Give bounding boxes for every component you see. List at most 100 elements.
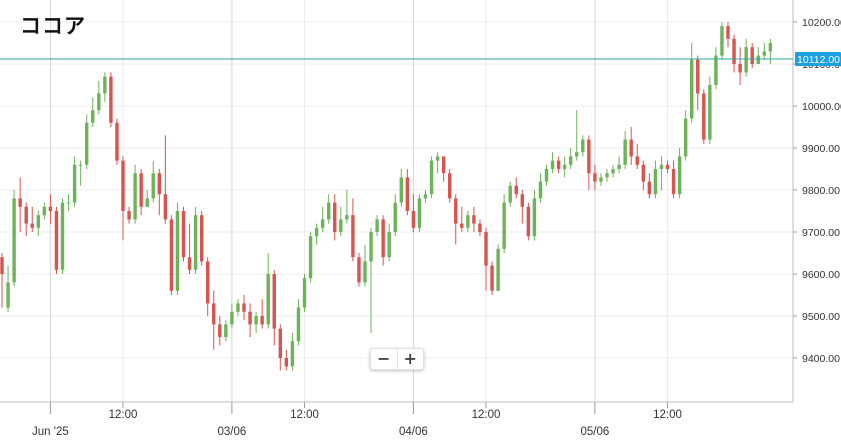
x-tick-label: 12:00 xyxy=(290,409,319,421)
candle-body xyxy=(581,139,585,153)
y-tick-label: 9500.00 xyxy=(802,311,840,323)
candle-body xyxy=(48,206,53,211)
candle-body xyxy=(641,164,645,182)
candle-body xyxy=(720,26,724,56)
axes: 9400.00 9500.00 9600.00 9700.00 9800.00 9900.… xyxy=(0,0,841,438)
candle-body xyxy=(448,173,452,199)
candle-body xyxy=(756,55,760,64)
candle-body xyxy=(738,64,742,73)
candle-body xyxy=(569,156,573,165)
candle-body xyxy=(0,257,4,274)
candle-body xyxy=(405,177,410,211)
candle-body xyxy=(24,206,28,224)
candle-body xyxy=(587,139,591,174)
candle-body xyxy=(550,160,555,169)
candle-body xyxy=(97,93,101,111)
plot-background xyxy=(0,0,793,402)
candle-body xyxy=(611,169,615,174)
candle-body xyxy=(514,185,518,195)
candle-body xyxy=(72,164,77,203)
candle-body xyxy=(254,316,258,325)
y-tick-label: 9600.00 xyxy=(802,269,840,281)
candle-body xyxy=(302,278,307,308)
candle-body xyxy=(308,236,313,279)
candle-body xyxy=(206,261,210,304)
candle-body xyxy=(466,215,470,228)
candle-body xyxy=(714,55,718,85)
candle-body xyxy=(30,223,34,228)
candle-body xyxy=(708,85,712,140)
zoom-in-button[interactable]: + xyxy=(396,349,424,369)
candle-body xyxy=(593,173,597,182)
candle-body xyxy=(12,198,16,283)
candle-body xyxy=(472,215,476,224)
candle-body xyxy=(544,169,549,182)
candle-body xyxy=(484,232,488,266)
candle-body xyxy=(629,139,633,157)
y-tick-label: 10000.00 xyxy=(802,101,841,113)
candle-body xyxy=(665,164,670,169)
candle-body xyxy=(726,26,730,39)
candle-body xyxy=(218,324,222,337)
candle-body xyxy=(42,206,47,216)
candle-body xyxy=(54,211,59,270)
candle-body xyxy=(327,202,331,220)
candle-body xyxy=(345,215,349,220)
x-tick-label: Jun '25 xyxy=(32,426,69,438)
candle-body xyxy=(659,164,664,169)
candle-body xyxy=(538,181,543,199)
candle-body xyxy=(605,173,609,178)
x-tick-label: 12:00 xyxy=(472,409,501,421)
candle-body xyxy=(157,173,161,195)
candle-body xyxy=(599,177,603,182)
candle-body xyxy=(520,194,524,207)
candle-body xyxy=(508,185,512,203)
candles xyxy=(0,22,773,371)
candle-body xyxy=(266,274,270,325)
candle-body xyxy=(78,164,83,166)
x-tick-label: 05/06 xyxy=(581,426,610,438)
candle-body xyxy=(290,341,295,367)
y-tick-label: 9800.00 xyxy=(802,185,840,197)
candle-body xyxy=(423,194,428,199)
candle-body xyxy=(139,173,143,207)
x-tick-label: 12:00 xyxy=(653,409,682,421)
candle-body xyxy=(478,223,482,232)
candle-body xyxy=(750,47,754,64)
candle-body xyxy=(236,303,240,312)
candle-body xyxy=(556,160,561,169)
candle-body xyxy=(169,219,174,291)
candle-body xyxy=(363,261,367,283)
candle-body xyxy=(18,198,22,207)
zoom-control: − + xyxy=(370,348,424,370)
candle-body xyxy=(387,232,391,258)
candle-body xyxy=(60,202,65,270)
x-tick-label: 12:00 xyxy=(109,409,138,421)
candle-body xyxy=(115,122,119,161)
candle-body xyxy=(623,139,627,165)
current-price-label: 10112.00 xyxy=(797,54,840,66)
candle-body xyxy=(109,76,113,123)
candle-body xyxy=(36,215,40,228)
candle-body xyxy=(163,194,168,220)
candle-body xyxy=(399,177,403,203)
candle-body xyxy=(677,156,682,195)
zoom-out-button[interactable]: − xyxy=(377,349,391,368)
candle-body xyxy=(454,198,458,224)
candle-body xyxy=(369,232,373,262)
candle-body xyxy=(296,307,301,342)
candle-body xyxy=(635,156,639,165)
candle-body xyxy=(278,328,282,358)
candle-body xyxy=(768,43,773,52)
candle-body xyxy=(230,311,234,325)
candle-body xyxy=(357,257,361,283)
candle-body xyxy=(284,358,289,367)
candle-body xyxy=(127,211,131,220)
candle-body xyxy=(496,248,500,291)
candle-body xyxy=(260,316,264,325)
current-price-box xyxy=(795,51,841,66)
candle-body xyxy=(393,202,397,232)
candle-body xyxy=(617,164,621,169)
candle-body xyxy=(417,198,422,228)
